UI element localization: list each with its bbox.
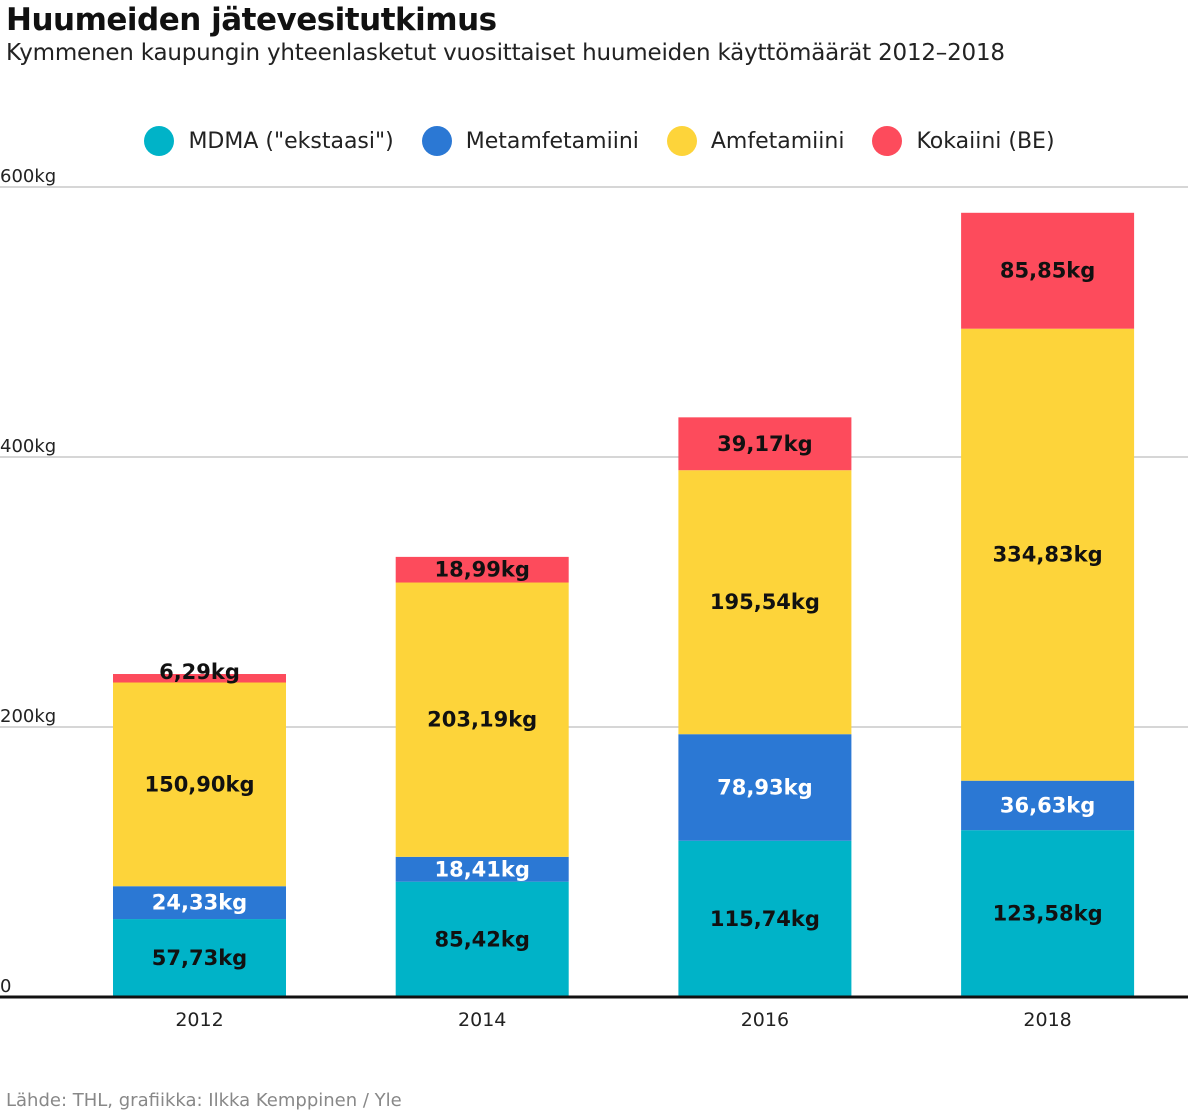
legend-swatch-metamfetamiini [421,126,452,156]
x-tick-label: 2012 [175,1009,223,1031]
data-label: 57,73kg [152,946,247,970]
legend-label-metamfetamiini: Metamfetamiini [465,128,639,154]
data-label: 85,85kg [1000,259,1095,283]
bar-segment [113,682,286,887]
bar-segment [961,212,1135,329]
x-tick-label: 2018 [1023,1009,1071,1031]
bar-segment [678,417,852,471]
legend-label-mdma: MDMA ("ekstaasi") [188,128,394,154]
data-label: 334,83kg [993,543,1103,567]
legend-label-amfetamiini: Amfetamiini [710,128,845,154]
data-label: 39,17kg [717,432,812,456]
legend-swatch-kokaiini [872,126,903,156]
data-label: 115,74kg [710,907,820,931]
legend-swatch-amfetamiini [666,126,697,156]
legend-item-metamfetamiini: Metamfetamiini [421,126,639,156]
data-label: 150,90kg [144,772,254,796]
legend-item-kokaiini: Kokaiini (BE) [872,126,1055,156]
bar-segment [678,734,852,841]
chart-title: Huumeiden jätevesitutkimus [6,2,497,38]
bar-segment [395,856,569,882]
data-label: 78,93kg [717,775,812,799]
legend-label-kokaiini: Kokaiini (BE) [916,128,1055,154]
data-label: 36,63kg [1000,793,1095,817]
bar-segment [961,830,1135,997]
bar-segment [678,840,852,997]
data-label: 18,41kg [434,857,529,881]
legend-item-amfetamiini: Amfetamiini [666,126,845,156]
legend-swatch-mdma [144,126,175,156]
data-label: 6,29kg [159,660,240,684]
chart-source: Lähde: THL, grafiikka: Ilkka Kemppinen /… [6,1090,402,1111]
bar-segment [961,780,1135,831]
data-label: 24,33kg [152,891,247,915]
bar-segment [113,919,286,997]
data-label: 123,58kg [993,902,1103,926]
y-tick-label: 200kg [0,706,56,727]
x-tick-label: 2016 [741,1009,789,1031]
data-label: 203,19kg [427,708,537,732]
data-label: 195,54kg [710,590,820,614]
bar-segment [395,556,569,583]
bar-segment [678,470,852,735]
bar-segment [961,328,1135,781]
y-tick-label: 600kg [0,166,56,187]
bar-segment [113,886,286,920]
y-tick-label: 400kg [0,436,56,457]
chart-subtitle: Kymmenen kaupungin yhteenlasketut vuosit… [6,40,1005,66]
x-tick-label: 2014 [458,1009,506,1031]
bar-segment [113,674,286,683]
data-label: 18,99kg [434,558,529,582]
y-tick-label: 0 [0,976,11,997]
stacked-bar-chart: 0 200kg 400kg 600kg 57,73kg 24,33kg 150,90kg 6,… [0,166,1188,1031]
bar-segment [395,881,569,997]
chart-legend: MDMA ("ekstaasi") Metamfetamiini Amfetam… [0,126,1199,156]
legend-item-mdma: MDMA ("ekstaasi") [144,126,394,156]
bar-segment [395,582,569,857]
data-label: 85,42kg [434,927,529,951]
